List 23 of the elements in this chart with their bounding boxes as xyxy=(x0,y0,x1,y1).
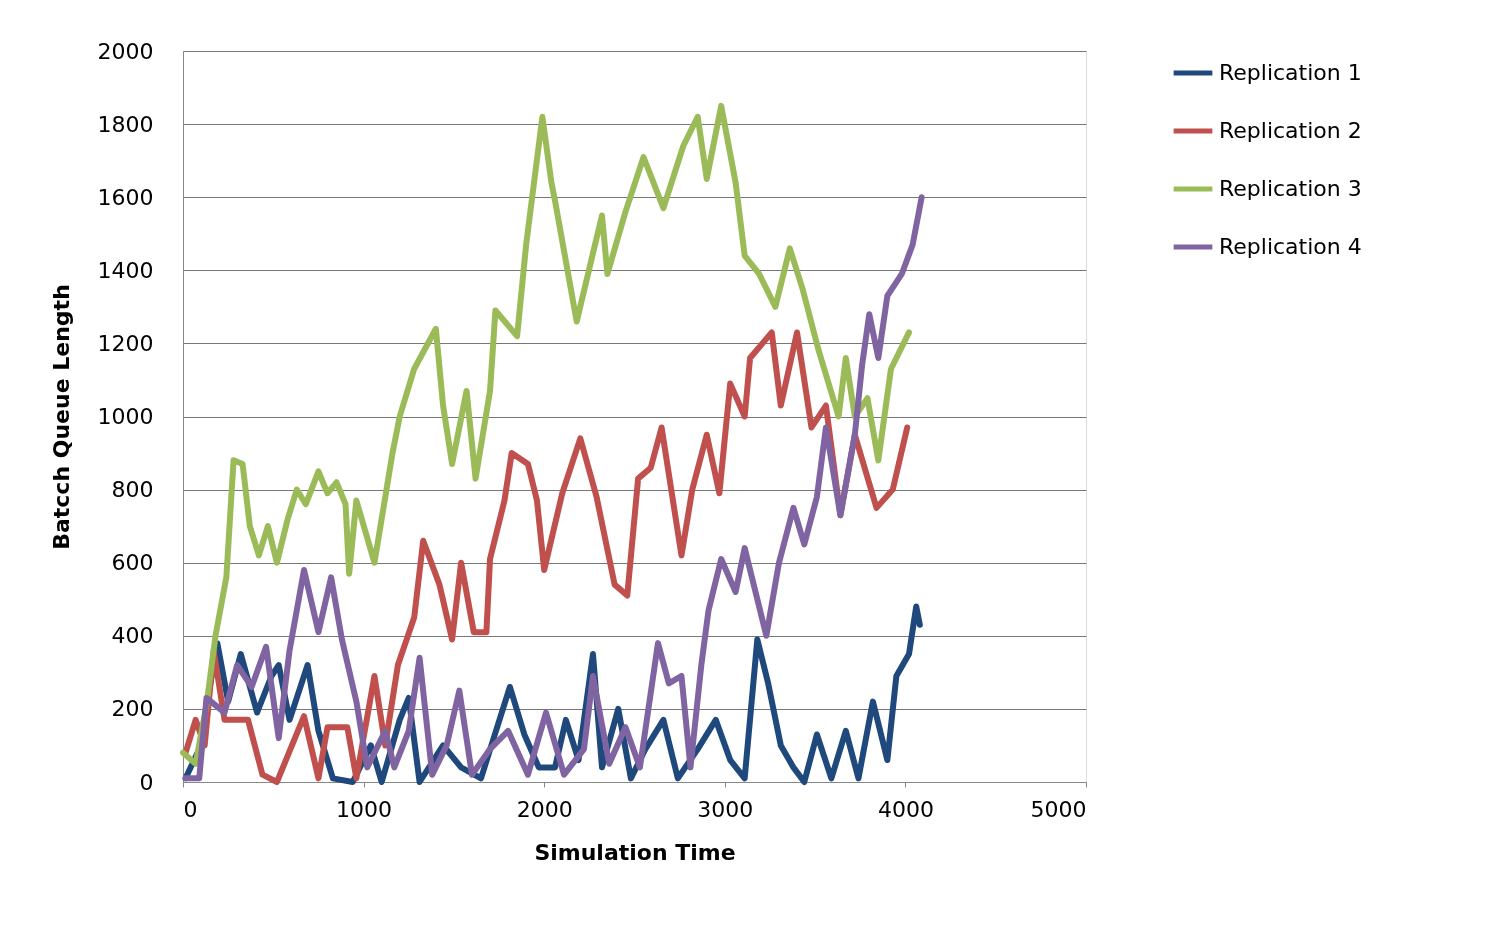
y-tick-label: 1200 xyxy=(97,330,154,356)
y-tick-label: 1400 xyxy=(97,257,154,283)
x-tick-label: 4000 xyxy=(877,796,934,822)
legend-label: Replication 2 xyxy=(1219,118,1362,143)
y-tick-label: 400 xyxy=(111,623,154,649)
y-tick-label: 1000 xyxy=(97,404,154,429)
y-tick-label: 200 xyxy=(111,696,154,722)
legend-label: Replication 3 xyxy=(1219,176,1362,201)
y-tick-label: 0 xyxy=(139,769,154,795)
x-axis-title: Simulation Time xyxy=(534,839,736,865)
x-tick-label: 3000 xyxy=(697,796,754,822)
x-tick-label: 0 xyxy=(183,796,198,822)
x-tick-label: 1000 xyxy=(336,796,393,822)
x-tick-label: 2000 xyxy=(516,796,573,822)
y-axis-title: Batcch Queue Length xyxy=(48,284,74,550)
y-tick-label: 1600 xyxy=(97,184,154,210)
x-tick-label: 5000 xyxy=(1030,796,1087,822)
y-tick-label: 600 xyxy=(111,550,154,576)
legend-label: Replication 1 xyxy=(1219,60,1362,85)
y-tick-label: 800 xyxy=(111,477,154,503)
y-tick-label: 2000 xyxy=(97,38,154,64)
legend-label: Replication 4 xyxy=(1219,234,1362,259)
y-tick-label: 1800 xyxy=(97,111,154,137)
